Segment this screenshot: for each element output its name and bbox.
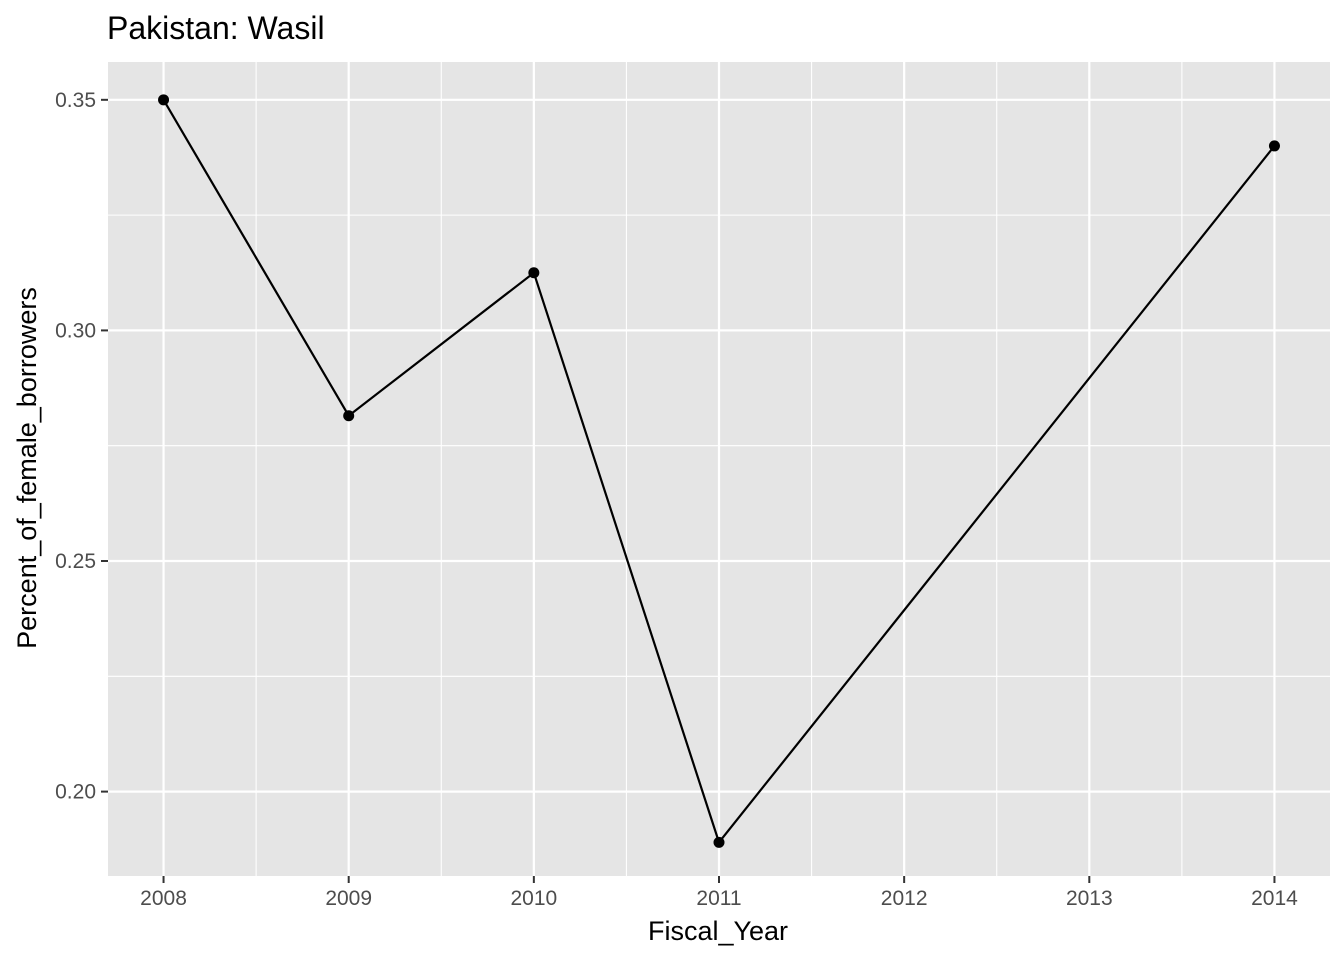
y-tick-label: 0.20 bbox=[55, 781, 96, 804]
x-tick-label: 2012 bbox=[881, 887, 928, 910]
data-point bbox=[158, 94, 170, 106]
y-tick-label: 0.35 bbox=[55, 89, 96, 112]
data-point bbox=[1268, 140, 1280, 152]
series-group bbox=[158, 94, 1280, 848]
y-axis-title: Percent_of_female_borrowers bbox=[12, 287, 42, 649]
chart-title: Pakistan: Wasil bbox=[107, 10, 325, 46]
y-tick-label: 0.30 bbox=[55, 319, 96, 342]
x-tick-label: 2014 bbox=[1251, 887, 1298, 910]
x-tick-label: 2010 bbox=[510, 887, 557, 910]
x-tick-label: 2013 bbox=[1066, 887, 1113, 910]
x-axis: 2008 2009 2010 2011 2012 2013 2014 bbox=[140, 876, 1298, 910]
data-point bbox=[343, 410, 355, 422]
x-tick-label: 2008 bbox=[140, 887, 187, 910]
data-point bbox=[528, 267, 540, 279]
data-point bbox=[713, 836, 725, 848]
x-tick-label: 2009 bbox=[325, 887, 372, 910]
minor-gridlines bbox=[108, 62, 1330, 876]
y-tick-label: 0.25 bbox=[55, 550, 96, 573]
x-axis-title: Fiscal_Year bbox=[648, 916, 788, 946]
y-axis: 0.20 0.25 0.30 0.35 bbox=[55, 89, 108, 804]
x-tick-label: 2011 bbox=[696, 887, 741, 910]
